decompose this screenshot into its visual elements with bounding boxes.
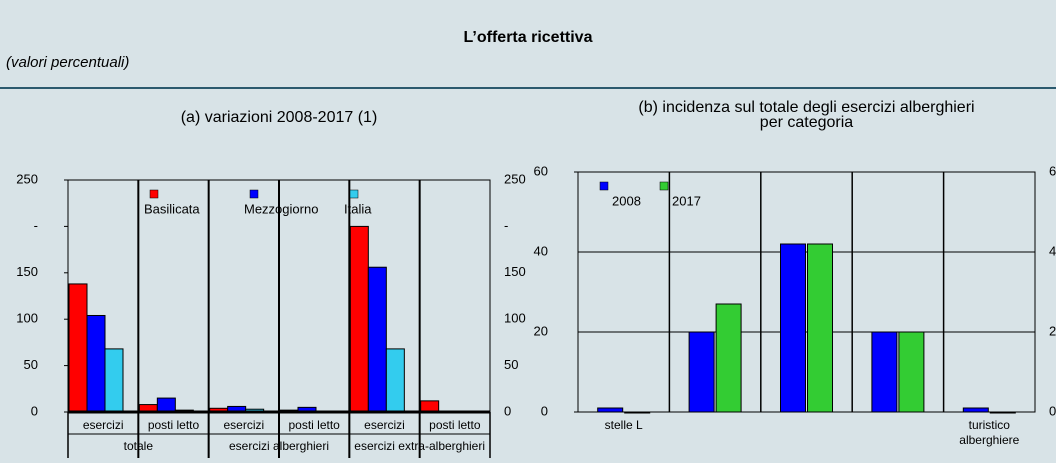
bar <box>871 331 898 413</box>
bar <box>156 397 176 413</box>
x-tick-label-box: turistico alberghiere <box>959 418 1020 447</box>
y-tick-label-right: 100 <box>504 311 526 326</box>
bar <box>898 331 925 413</box>
y-tick-label: 250 <box>16 171 38 186</box>
y-tick-label: 0 <box>31 403 38 418</box>
legend-label: Italia <box>344 201 372 216</box>
y-tick-label: 0 <box>541 403 548 418</box>
x-tick-label: esercizi <box>364 418 405 432</box>
y-tick-label-right: 50 <box>504 357 518 372</box>
bar <box>68 283 88 413</box>
legend-label: 2017 <box>672 193 701 208</box>
bar <box>104 348 124 413</box>
bar <box>597 407 624 413</box>
y-tick-label-right: 20 <box>1049 323 1056 338</box>
y-tick-label-right: 60 <box>1049 163 1056 178</box>
x-tick-label-box: stelle L <box>604 418 643 432</box>
x-tick-label: posti letto <box>288 418 340 432</box>
y-tick-label: 20 <box>534 323 548 338</box>
group-label: totale <box>124 439 154 453</box>
legend-swatch <box>349 189 359 199</box>
plot-frame <box>577 171 1036 413</box>
bar <box>807 243 833 413</box>
legend-label: Mezzogiorno <box>244 201 318 216</box>
chart-title: (a) variazioni 2008-2017 (1) <box>180 110 378 126</box>
legend-label: 2008 <box>612 193 641 208</box>
x-tick-label: esercizi <box>223 418 264 432</box>
bar <box>349 225 369 413</box>
x-tick-label: esercizi <box>83 418 124 432</box>
bar <box>780 243 806 413</box>
x-tick-label: stelle L <box>604 418 643 432</box>
x-tick-label: turistico alberghiere <box>959 418 1020 447</box>
y-tick-label: 50 <box>24 357 38 372</box>
legend-swatch <box>149 189 159 199</box>
y-tick-label: 100 <box>16 311 38 326</box>
y-tick-label-right: 250 <box>504 171 526 186</box>
bar <box>86 314 106 413</box>
y-tick-label-right: 40 <box>1049 243 1056 258</box>
chart-title: (b) incidenza sul totale degli esercizi … <box>638 100 975 131</box>
group-label: esercizi alberghieri <box>229 439 329 453</box>
bar <box>715 303 742 413</box>
bar <box>962 407 989 413</box>
y-tick-label: - <box>34 218 38 233</box>
bar <box>385 348 405 413</box>
legend-swatch <box>659 181 669 191</box>
subtitle: (valori percentuali) <box>6 54 129 71</box>
group-label: esercizi extra-alberghieri <box>354 439 485 453</box>
legend-swatch <box>599 181 609 191</box>
y-tick-label-right: 150 <box>504 264 526 279</box>
page-title: L’offerta ricettiva <box>464 29 593 46</box>
y-tick-label-right: 0 <box>1049 403 1056 418</box>
x-tick-label: posti letto <box>148 418 200 432</box>
chart-title-box: (a) variazioni 2008-2017 (1) <box>180 110 378 126</box>
legend-label: Basilicata <box>144 201 200 216</box>
legend-swatch <box>249 189 259 199</box>
bar <box>367 266 387 413</box>
y-tick-label-right: 0 <box>504 403 511 418</box>
y-tick-label: 60 <box>534 163 548 178</box>
x-tick-label: posti letto <box>429 418 481 432</box>
y-tick-label-right: - <box>504 218 508 233</box>
chart-title-box: (b) incidenza sul totale degli esercizi … <box>638 100 975 131</box>
bar <box>420 400 440 413</box>
y-tick-label: 40 <box>534 243 548 258</box>
y-tick-label: 150 <box>16 264 38 279</box>
bar <box>688 331 715 413</box>
